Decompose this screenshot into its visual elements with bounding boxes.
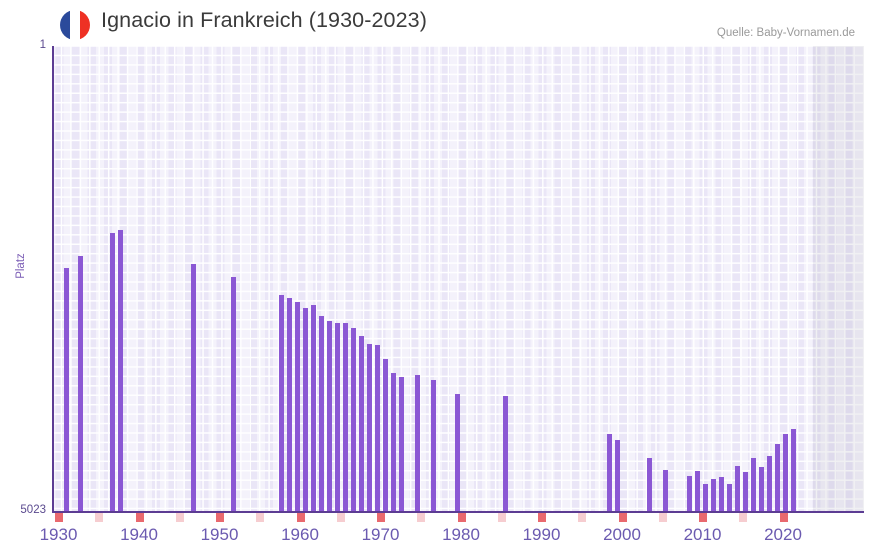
bar-1959[interactable]: [294, 302, 301, 512]
bar-1936[interactable]: [109, 233, 116, 512]
bar-2010[interactable]: [702, 484, 709, 512]
bar-2017[interactable]: [758, 467, 765, 512]
y-axis-title: Platz: [15, 253, 27, 279]
bar-1976[interactable]: [430, 380, 437, 512]
x-tick-1945: [175, 513, 184, 522]
chart-header: Ignacio in Frankreich (1930-2023) Quelle…: [0, 0, 873, 46]
bar-1963[interactable]: [326, 321, 333, 512]
bar-1971[interactable]: [390, 373, 397, 512]
bar-1967[interactable]: [358, 336, 365, 512]
x-tick-2020: [779, 513, 788, 522]
plot-area: [52, 46, 864, 512]
bar-1969[interactable]: [374, 345, 381, 512]
bar-1965[interactable]: [342, 323, 349, 512]
x-tick-1960: [296, 513, 305, 522]
bar-1951[interactable]: [230, 277, 237, 512]
x-tick-1950: [216, 513, 225, 522]
x-axis-label-1980: 1980: [442, 525, 480, 544]
x-tick-1955: [256, 513, 265, 522]
x-axis-label-1990: 1990: [522, 525, 561, 544]
bar-2013[interactable]: [726, 484, 733, 512]
flag-stripe-white: [70, 10, 80, 40]
x-tick-2010: [699, 513, 708, 522]
flag-stripe-blue: [60, 10, 70, 40]
bar-1964[interactable]: [334, 323, 341, 512]
bar-2019[interactable]: [774, 444, 781, 512]
x-axis-label-1940: 1940: [120, 525, 158, 544]
bar-1962[interactable]: [318, 316, 325, 512]
bar-2018[interactable]: [766, 456, 773, 512]
x-tick-1940: [135, 513, 144, 522]
x-tick-2000: [618, 513, 627, 522]
bar-1932[interactable]: [77, 256, 84, 512]
flag-stripe-red: [80, 10, 90, 40]
bar-1968[interactable]: [366, 344, 373, 512]
bar-2008[interactable]: [686, 476, 693, 512]
bar-1972[interactable]: [398, 377, 405, 512]
bar-2014[interactable]: [734, 466, 741, 512]
bar-2020[interactable]: [782, 434, 789, 512]
bar-1946[interactable]: [190, 264, 197, 512]
x-tick-1990: [538, 513, 547, 522]
x-tick-1985: [497, 513, 506, 522]
x-axis-label-2020: 2020: [764, 525, 802, 544]
x-axis-label-1960: 1960: [281, 525, 319, 544]
x-axis-label-1970: 1970: [361, 525, 400, 544]
france-flag-icon: [60, 10, 90, 40]
x-axis-line: [52, 511, 864, 513]
bar-2015[interactable]: [742, 472, 749, 512]
bar-1979[interactable]: [454, 394, 461, 512]
x-tick-1980: [457, 513, 466, 522]
x-axis-label-2010: 2010: [683, 525, 722, 544]
x-tick-1995: [578, 513, 587, 522]
x-tick-2005: [658, 513, 667, 522]
bar-2005[interactable]: [662, 470, 669, 512]
y-axis-line: [52, 46, 54, 512]
bar-1985[interactable]: [502, 396, 509, 512]
y-axis-bottom-label: 5023: [20, 504, 46, 516]
bar-series: [52, 46, 864, 512]
x-tick-1935: [95, 513, 104, 522]
bar-1961[interactable]: [310, 305, 317, 512]
future-shaded-region: [812, 46, 864, 512]
x-axis-labels: 1930 1940 1950 1960 1970 1980 1990 2000 2010 2020: [40, 525, 864, 552]
bar-2003[interactable]: [646, 458, 653, 512]
bar-1960[interactable]: [302, 308, 309, 512]
x-tick-1975: [417, 513, 426, 522]
page-title: Ignacio in Frankreich (1930-2023): [101, 8, 427, 32]
bar-2016[interactable]: [750, 458, 757, 512]
x-tick-1930: [55, 513, 64, 522]
bar-1999[interactable]: [614, 440, 621, 512]
source-attribution: Quelle: Baby-Vornamen.de: [716, 27, 855, 39]
x-tick-1970: [377, 513, 386, 522]
bar-1970[interactable]: [382, 359, 389, 512]
bar-2012[interactable]: [718, 477, 725, 512]
y-axis-top-label: 1: [39, 39, 46, 51]
bar-1937[interactable]: [117, 230, 124, 512]
bar-1957[interactable]: [278, 295, 285, 512]
x-axis-label-1930: 1930: [39, 525, 78, 544]
bar-1998[interactable]: [606, 434, 613, 512]
x-tick-2015: [739, 513, 748, 522]
x-tick-1965: [336, 513, 345, 522]
bar-2011[interactable]: [710, 479, 717, 512]
x-axis-label-1950: 1950: [200, 525, 239, 544]
bar-2021[interactable]: [790, 429, 797, 512]
x-axis-tick-marks: [52, 513, 864, 523]
bar-1958[interactable]: [286, 298, 293, 512]
bar-1974[interactable]: [414, 375, 421, 512]
bar-1966[interactable]: [350, 328, 357, 512]
x-axis-label-2000: 2000: [603, 525, 641, 544]
bar-2009[interactable]: [694, 471, 701, 512]
bar-1930[interactable]: [63, 268, 70, 512]
